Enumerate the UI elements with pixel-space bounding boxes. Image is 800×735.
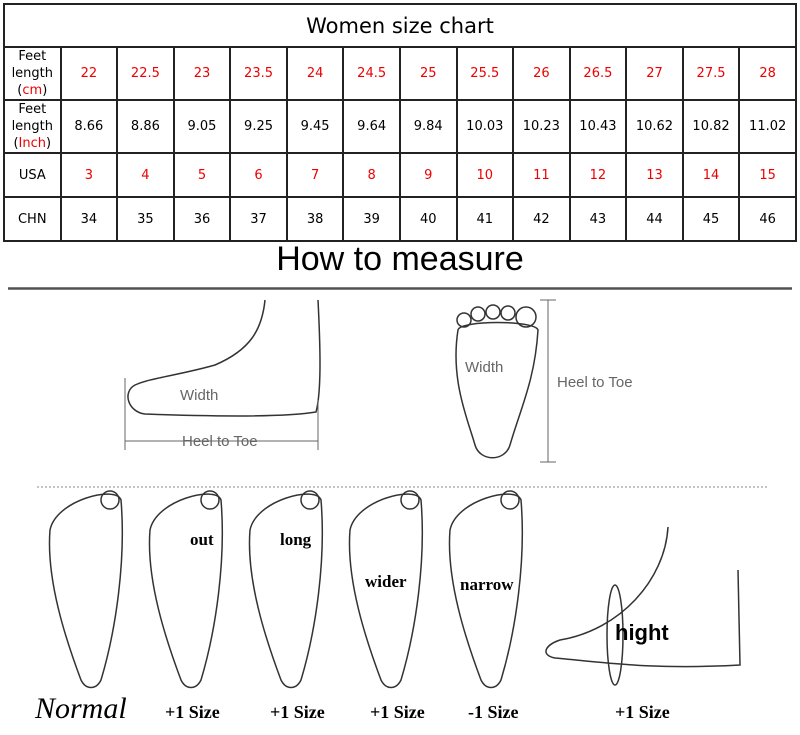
size-advice-label: +1 Size: [165, 702, 220, 722]
row-header: Feet length (cm): [3, 46, 62, 101]
foot-narrow-illustration: [448, 490, 524, 689]
foot-normal-illustration: [48, 490, 124, 689]
foot-out-illustration: [148, 490, 224, 689]
table-cell: 43: [568, 196, 628, 242]
foot-type-label: hight: [615, 620, 669, 645]
table-cell: 10.03: [455, 99, 515, 154]
table-cell: 37: [229, 196, 288, 242]
heel-to-toe-label: Heel to Toe: [182, 433, 258, 450]
table-cell: 5: [172, 152, 232, 198]
foot-type-label: narrow: [460, 575, 514, 594]
top-foot-illustration: Width Heel to Toe: [455, 299, 633, 463]
heel-to-toe-label: Heel to Toe: [557, 374, 633, 391]
side-foot-illustration: Width Heel to Toe: [124, 299, 321, 450]
table-cell: 39: [342, 196, 401, 242]
table-cell: 26.5: [568, 46, 628, 101]
table-cell: 9.05: [172, 99, 232, 154]
table-cell: 13: [625, 152, 684, 198]
table-cell: 45: [681, 196, 741, 242]
table-cell: 34: [59, 196, 119, 242]
table-cell: 10.82: [681, 99, 741, 154]
table-cell: 27.5: [681, 46, 741, 101]
table-cell: 22.5: [116, 46, 175, 101]
row-header: Feet length (Inch): [3, 99, 62, 154]
size-advice-label: +1 Size: [270, 702, 325, 722]
table-cell: 41: [455, 196, 515, 242]
table-cell: 10.23: [512, 99, 571, 154]
table-cell: 11.02: [738, 99, 797, 154]
row-unit: cm: [22, 83, 43, 98]
table-row-cm: Feet length (cm) 22 22.5 23 23.5 24 24.5 25 25.5…: [3, 46, 797, 101]
table-row-inch: Feet length (Inch) 8.66 8.86 9.05 9.25 9.45 9.…: [3, 99, 797, 154]
table-cell: 23: [172, 46, 232, 101]
table-cell: 26: [512, 46, 571, 101]
table-cell: 7: [285, 152, 345, 198]
foot-long-illustration: [248, 490, 324, 689]
table-cell: 36: [172, 196, 232, 242]
measure-title: How to measure: [276, 240, 524, 278]
table-cell: 35: [116, 196, 175, 242]
table-cell: 8.66: [59, 99, 119, 154]
row-label: Feet length: [11, 102, 53, 134]
table-cell: 25: [398, 46, 458, 101]
table-cell: 22: [59, 46, 119, 101]
row-header: CHN: [3, 196, 62, 242]
table-cell: 12: [568, 152, 628, 198]
table-cell: 10.62: [625, 99, 684, 154]
foot-wider-illustration: [348, 490, 424, 689]
table-cell: 6: [229, 152, 288, 198]
table-cell: 38: [285, 196, 345, 242]
table-cell: 10: [455, 152, 515, 198]
size-advice-label: +1 Size: [370, 702, 425, 722]
size-advice-label: -1 Size: [468, 702, 518, 722]
foot-type-label: wider: [365, 572, 407, 591]
width-label: Width: [465, 359, 503, 376]
width-label: Width: [180, 387, 218, 404]
table-cell: 28: [738, 46, 797, 101]
table-cell: 3: [59, 152, 119, 198]
table-cell: 4: [116, 152, 175, 198]
table-cell: 46: [738, 196, 797, 242]
foot-high-illustration: [545, 526, 741, 668]
table-title: Women size chart: [3, 3, 797, 48]
table-cell: 9: [398, 152, 458, 198]
table-cell: 14: [681, 152, 741, 198]
table-cell: 9.45: [285, 99, 345, 154]
table-cell: 8.86: [116, 99, 175, 154]
table-cell: 44: [625, 196, 684, 242]
table-cell: 40: [398, 196, 458, 242]
table-cell: 9.64: [342, 99, 401, 154]
size-advice-label: Normal: [34, 692, 127, 725]
table-cell: 24.5: [342, 46, 401, 101]
row-header: USA: [3, 152, 62, 198]
table-cell: 25.5: [455, 46, 515, 101]
size-table: Women size chart Feet length (cm) 22 22.5 2…: [3, 3, 797, 242]
table-row-chn: CHN 34 35 36 37 38 39 40 41 42 43 44 45 46: [3, 196, 797, 242]
row-unit: Inch: [18, 136, 47, 151]
table-cell: 23.5: [229, 46, 288, 101]
size-advice-label: +1 Size: [615, 702, 670, 722]
high-measure-loop: [606, 584, 624, 686]
table-cell: 11: [512, 152, 571, 198]
divider: [8, 287, 792, 290]
table-cell: 15: [738, 152, 797, 198]
table-cell: 10.43: [568, 99, 628, 154]
table-cell: 8: [342, 152, 401, 198]
foot-type-label: out: [190, 530, 214, 549]
table-row-usa: USA 3 4 5 6 7 8 9 10 11 12 13 14 15: [3, 152, 797, 198]
table-cell: 42: [512, 196, 571, 242]
table-cell: 9.25: [229, 99, 288, 154]
table-cell: 24: [285, 46, 345, 101]
table-cell: 9.84: [398, 99, 458, 154]
foot-type-label: long: [280, 530, 312, 549]
table-cell: 27: [625, 46, 684, 101]
row-label: Feet length: [11, 49, 53, 81]
